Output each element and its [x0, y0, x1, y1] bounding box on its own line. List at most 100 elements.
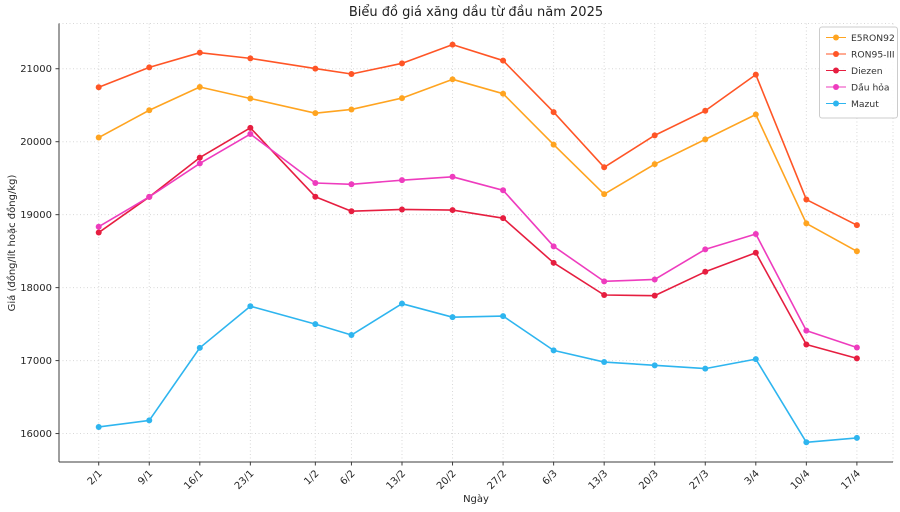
x-tick-label: 13/2	[384, 468, 408, 492]
data-point	[702, 107, 709, 114]
data-point	[398, 300, 405, 307]
data-point	[247, 124, 254, 131]
y-tick-label: 16000	[20, 429, 52, 440]
data-point	[803, 196, 810, 203]
data-point	[196, 49, 203, 56]
data-point	[550, 243, 557, 250]
data-point	[398, 206, 405, 213]
legend-swatch-marker	[833, 51, 839, 57]
x-tick-label: 27/2	[486, 468, 510, 492]
legend-label: RON95-III	[851, 49, 895, 60]
data-point	[398, 60, 405, 67]
data-point	[146, 64, 153, 71]
data-point	[803, 327, 810, 334]
data-point	[651, 161, 658, 168]
x-tick-label: 16/1	[182, 468, 206, 492]
data-point	[146, 417, 153, 424]
data-point	[196, 160, 203, 167]
data-point	[752, 356, 759, 363]
data-point	[752, 230, 759, 237]
y-axis-label: Giá (đồng/lít hoặc đồng/kg)	[7, 174, 18, 312]
data-point	[348, 208, 355, 215]
data-point	[398, 95, 405, 102]
data-point	[247, 131, 254, 138]
data-point	[601, 359, 608, 366]
x-tick-label: 6/2	[338, 468, 357, 487]
data-point	[803, 220, 810, 227]
data-point	[500, 57, 507, 64]
legend-label: Mazut	[851, 99, 879, 110]
data-point	[95, 229, 102, 236]
data-point	[601, 291, 608, 298]
x-tick-label: 27/3	[688, 468, 712, 492]
data-point	[651, 292, 658, 299]
data-point	[95, 423, 102, 430]
legend-swatch-marker	[833, 34, 839, 41]
series-line-ron95-iii	[98, 43, 858, 226]
data-point	[449, 41, 456, 48]
x-tick-label: 17/4	[839, 468, 863, 492]
data-point	[95, 84, 102, 91]
x-tick-label: 2/1	[86, 468, 105, 487]
data-point	[550, 109, 557, 116]
data-point	[247, 95, 254, 102]
y-tick-label: 17000	[20, 356, 52, 367]
data-point	[853, 248, 860, 255]
x-tick-label: 20/3	[637, 468, 661, 492]
data-point	[500, 90, 507, 97]
data-point	[247, 303, 254, 310]
data-point	[651, 132, 658, 139]
data-point	[853, 222, 860, 229]
data-point	[196, 344, 203, 351]
data-point	[196, 83, 203, 90]
data-point	[449, 173, 456, 180]
legend-label: Diezen	[851, 66, 883, 77]
data-point	[146, 193, 153, 200]
data-point	[803, 341, 810, 348]
data-point	[312, 321, 319, 328]
data-point	[752, 71, 759, 78]
data-point	[348, 332, 355, 339]
data-point	[853, 355, 860, 362]
y-tick-label: 19000	[20, 210, 52, 221]
x-tick-label: 23/1	[233, 468, 257, 492]
legend	[819, 26, 898, 119]
data-point	[196, 154, 203, 161]
x-tick-label: 6/3	[541, 468, 560, 487]
data-point	[95, 223, 102, 230]
data-point	[752, 111, 759, 118]
data-point	[500, 313, 507, 320]
data-point	[449, 76, 456, 83]
data-point	[853, 434, 860, 441]
data-point	[601, 278, 608, 285]
legend-swatch-marker	[833, 67, 839, 74]
series-line-dầu-hỏa	[98, 133, 858, 349]
y-tick-label: 20000	[20, 137, 52, 148]
data-point	[702, 136, 709, 143]
data-point	[500, 187, 507, 194]
data-point	[803, 439, 810, 446]
data-point	[702, 246, 709, 253]
data-point	[449, 314, 456, 321]
x-tick-label: 9/1	[136, 468, 155, 487]
data-point	[146, 107, 153, 114]
data-point	[348, 181, 355, 188]
data-point	[550, 347, 557, 354]
legend-swatch-marker	[833, 100, 839, 107]
data-point	[449, 207, 456, 214]
data-point	[651, 362, 658, 369]
y-tick-label: 18000	[20, 283, 52, 294]
data-point	[550, 259, 557, 266]
data-point	[601, 191, 608, 198]
data-point	[601, 164, 608, 171]
chart-title: Biểu đồ giá xăng dầu từ đầu năm 2025	[348, 5, 604, 20]
data-point	[312, 110, 319, 117]
data-point	[247, 55, 254, 62]
data-point	[752, 249, 759, 256]
x-tick-label: 13/3	[587, 468, 611, 492]
data-point	[95, 134, 102, 141]
series-line-mazut	[98, 302, 857, 444]
data-point	[702, 365, 709, 372]
